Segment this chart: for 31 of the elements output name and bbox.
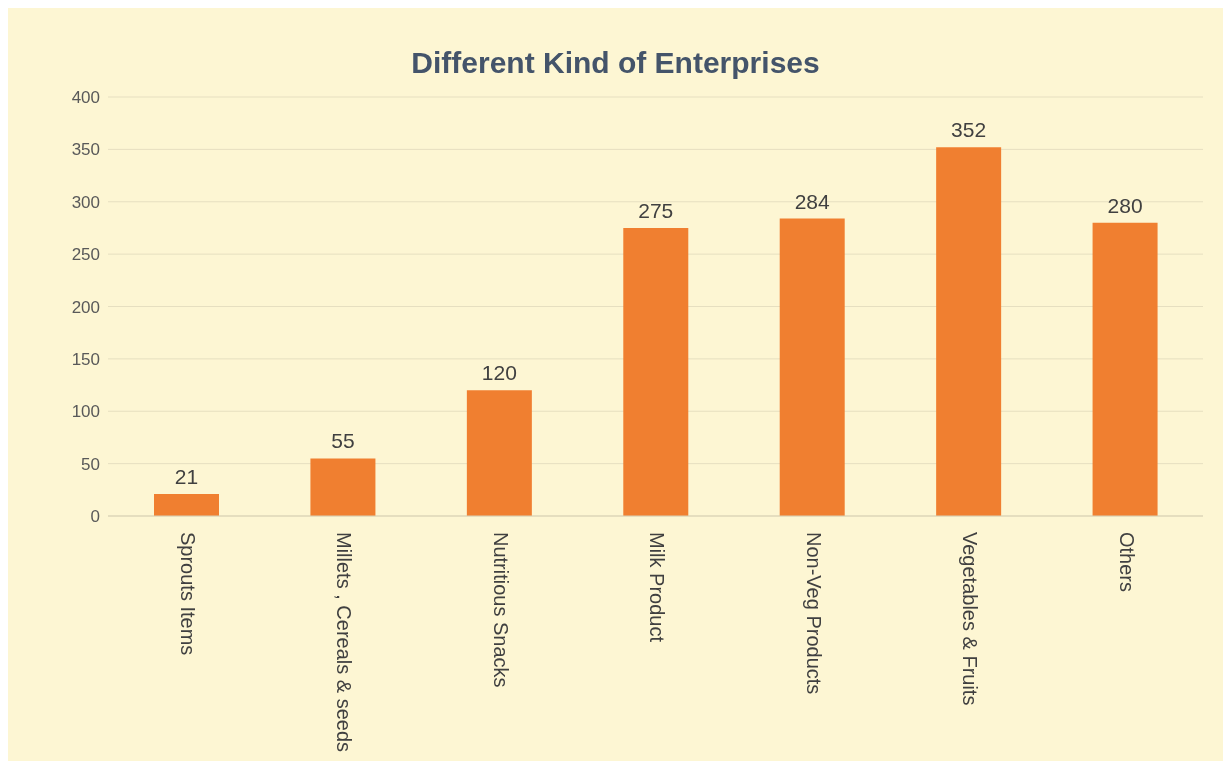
data-label: 120 <box>481 361 517 385</box>
y-tick-label: 300 <box>71 192 100 212</box>
y-tick-label: 350 <box>71 140 100 160</box>
data-label: 284 <box>794 189 831 213</box>
y-tick-label: 50 <box>81 454 100 474</box>
bar <box>936 147 1002 516</box>
bar <box>154 494 219 516</box>
x-tick-label: Sprouts Items <box>176 532 199 656</box>
y-tick-label: 200 <box>71 297 100 317</box>
bar <box>310 458 376 516</box>
data-label: 55 <box>331 429 355 453</box>
y-tick-label: 400 <box>71 88 100 108</box>
x-tick-label: Vegetables & Fruits <box>959 532 982 706</box>
x-tick-label: Nutritious Snacks <box>489 532 512 688</box>
x-tick-label: Milk Product <box>646 532 669 643</box>
data-label: 280 <box>1107 193 1143 217</box>
x-tick-label: Non-Veg Products <box>802 532 825 695</box>
bar <box>466 390 532 516</box>
x-tick-label: Millets , Cereals & seeds <box>333 532 356 753</box>
data-label: 352 <box>951 118 987 142</box>
data-label: 275 <box>638 198 674 222</box>
y-tick-label: 250 <box>71 245 100 265</box>
bar <box>779 218 845 516</box>
data-label: 21 <box>174 465 199 488</box>
y-tick-label: 100 <box>71 402 100 422</box>
bar <box>623 227 689 516</box>
bar <box>1092 222 1158 516</box>
y-tick-label: 0 <box>90 507 100 527</box>
chart-title: Different Kind of Enterprises <box>410 46 821 80</box>
x-tick-label: Others <box>1115 532 1138 593</box>
y-tick-label: 150 <box>71 349 100 369</box>
